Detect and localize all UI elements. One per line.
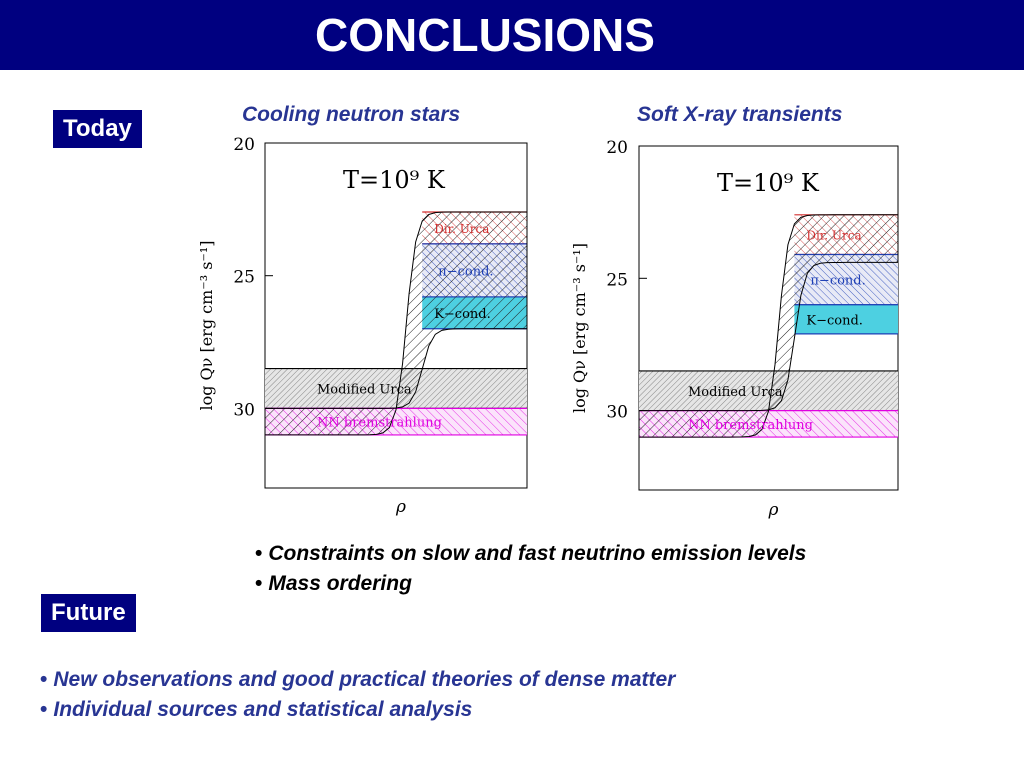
band-label: NN bremstrahlung xyxy=(317,416,442,431)
y-tick-label: 25 xyxy=(233,268,255,288)
y-tick-label: 30 xyxy=(233,400,255,420)
list-item: • Constraints on slow and fast neutrino e… xyxy=(255,542,807,565)
y-tick-label: 30 xyxy=(606,403,628,423)
y-tick-label: 25 xyxy=(606,270,628,290)
temperature-label: T=10⁹ K xyxy=(717,169,820,197)
band-label: Modified Urca xyxy=(317,382,412,397)
title-bar: CONCLUSIONS xyxy=(0,0,1024,70)
band-dir-urca xyxy=(794,214,898,255)
band-background xyxy=(639,370,898,411)
band-label: Modified Urca xyxy=(688,385,783,400)
band-background xyxy=(422,243,527,297)
list-item: • Mass ordering xyxy=(255,572,412,595)
panel-title-cooling: Cooling neutron stars xyxy=(242,103,461,126)
band-nn-bremstrahlung xyxy=(265,408,527,435)
future-bullet-text: Individual sources and statistical analy… xyxy=(53,698,473,721)
band-dir-urca xyxy=(422,212,527,244)
slide-title: CONCLUSIONS xyxy=(315,9,655,61)
y-tick-label: 20 xyxy=(606,138,628,158)
band-modified-urca xyxy=(265,368,527,409)
plot-frame xyxy=(264,142,528,489)
future-bullets: • New observations and good practical the… xyxy=(40,665,675,725)
x-axis-label: ρ xyxy=(395,497,406,517)
band-background xyxy=(794,254,898,305)
temperature-label: T=10⁹ K xyxy=(343,166,446,194)
transition-band xyxy=(264,211,528,436)
list-item: • New observations and good practical the… xyxy=(40,668,676,691)
today-bullet-text: Mass ordering xyxy=(268,572,412,595)
band-nn-bremstrahlung xyxy=(639,410,898,438)
plot-frame xyxy=(638,145,899,491)
transition-band xyxy=(638,214,899,438)
band-label: Dir. Urca xyxy=(806,229,861,243)
y-axis-label: log Qν [erg cm⁻³ s⁻¹] xyxy=(197,240,216,410)
today-bullet-text: Constraints on slow and fast neutrino em… xyxy=(268,542,807,565)
list-item: • Individual sources and statistical anal… xyxy=(40,698,473,721)
future-bullet-text: New observations and good practical theo… xyxy=(53,668,676,691)
today-bullets: • Constraints on slow and fast neutrino e… xyxy=(255,539,806,599)
y-tick-label: 20 xyxy=(233,135,255,155)
band-background xyxy=(639,410,898,438)
y-axis-label: log Qν [erg cm⁻³ s⁻¹] xyxy=(570,243,589,413)
panel-title-transients: Soft X-ray transients xyxy=(637,103,843,126)
band-background xyxy=(265,408,527,435)
band-k-cond- xyxy=(422,296,527,329)
band-label: π−cond. xyxy=(810,274,865,289)
band-label: NN bremstrahlung xyxy=(688,418,813,433)
band-background xyxy=(265,368,527,409)
chart-soft-xray-transients: Dir. Urca π−cond. K−cond. Modified Urca NN b… xyxy=(570,138,899,520)
band-label: π−cond. xyxy=(438,264,493,279)
band--cond- xyxy=(794,254,898,305)
band-label: K−cond. xyxy=(434,307,491,322)
band-label: Dir. Urca xyxy=(434,222,489,236)
chart-cooling-neutron-stars: Dir. Urca π−cond. K−cond. Modified Urca NN b… xyxy=(197,135,528,517)
band-k-cond- xyxy=(794,304,898,334)
future-label: Future xyxy=(41,594,136,632)
today-label: Today xyxy=(53,110,142,148)
band-label: K−cond. xyxy=(806,313,863,328)
band-modified-urca xyxy=(639,370,898,411)
x-axis-label: ρ xyxy=(768,500,779,520)
band--cond- xyxy=(422,243,527,297)
